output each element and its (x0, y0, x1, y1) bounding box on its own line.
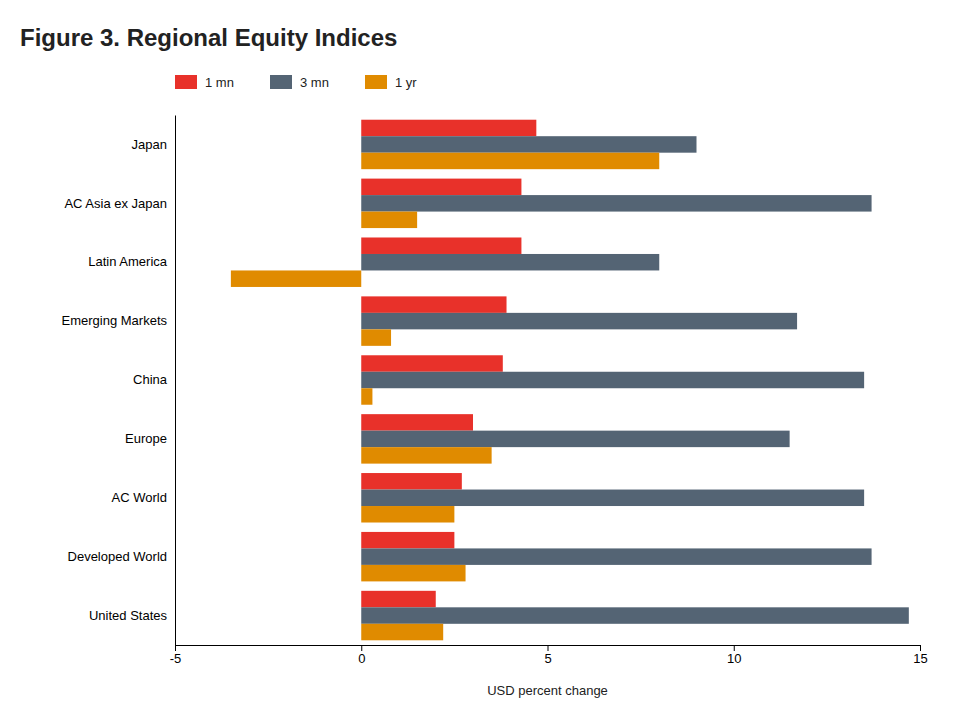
bar (361, 212, 417, 228)
legend-swatch (270, 75, 292, 89)
x-axis-line (176, 646, 921, 652)
bar (361, 179, 521, 195)
bar (361, 532, 454, 548)
bar (361, 372, 864, 388)
bar (361, 254, 659, 270)
y-tick: Europe (125, 431, 175, 446)
legend-label: 1 yr (395, 75, 417, 90)
bar (361, 388, 372, 404)
y-tick: Latin America (88, 254, 175, 269)
bar (361, 195, 871, 211)
series (231, 153, 659, 641)
y-tick-label: Europe (125, 431, 167, 446)
y-tick-label: AC World (112, 490, 167, 505)
legend-item: 1 mn (175, 75, 234, 90)
y-tick-label: AC Asia ex Japan (64, 195, 167, 210)
legend-label: 1 mn (205, 75, 234, 90)
bar (361, 120, 536, 136)
y-tick-label: Latin America (88, 254, 168, 269)
bar (231, 270, 361, 286)
plot: -5 0 5 10 15 USD percent change United States D… (62, 116, 928, 699)
y-tick: AC World (112, 490, 175, 505)
x-tick: 15 (913, 645, 927, 666)
bars (231, 120, 909, 641)
bar (361, 591, 436, 607)
y-tick: United States (89, 608, 175, 623)
title: Figure 3. Regional Equity Indices (20, 24, 397, 51)
x-tick: 10 (727, 645, 741, 666)
y-tick: China (133, 372, 175, 387)
y-tick-label: United States (89, 608, 168, 623)
bar (361, 296, 506, 312)
chart: Figure 3. Regional Equity Indices -5 0 5 10 1… (0, 0, 960, 720)
bar (361, 136, 696, 152)
x-tick-mark (920, 645, 921, 651)
x-axis: -5 0 5 10 15 (170, 645, 928, 666)
y-tick: Emerging Markets (62, 313, 175, 328)
chart-container: Figure 3. Regional Equity Indices -5 0 5 10 1… (0, 0, 960, 720)
bar (361, 548, 871, 564)
x-tick-label: 0 (358, 651, 365, 666)
x-tick-label: 15 (913, 651, 927, 666)
x-tick-mark (361, 645, 362, 651)
y-tick: Japan (132, 137, 175, 152)
legend: 1 mn 3 mn 1 yr (175, 75, 417, 90)
y-tick: AC Asia ex Japan (64, 195, 175, 210)
bar (361, 490, 864, 506)
x-tick-label: -5 (170, 651, 182, 666)
y-tick-label: Developed World (68, 549, 167, 564)
y-axis-line (175, 116, 176, 646)
legend-swatch (365, 75, 387, 89)
x-tick-label: 5 (544, 651, 551, 666)
x-tick-mark (175, 645, 176, 651)
y-tick-label: Emerging Markets (62, 313, 168, 328)
x-tick: 5 (544, 645, 551, 666)
legend-swatch (175, 75, 197, 89)
bar (361, 414, 473, 430)
x-tick: 0 (358, 645, 365, 666)
y-tick: Developed World (68, 549, 175, 564)
x-tick-label: 10 (727, 651, 741, 666)
bar (361, 624, 443, 640)
bar (361, 565, 465, 581)
bar (361, 237, 521, 253)
y-tick-label: Japan (132, 137, 167, 152)
bar (361, 473, 462, 489)
legend-item: 1 yr (365, 75, 417, 90)
series (361, 136, 909, 624)
y-axis: United States Developed World AC World Euro… (62, 116, 176, 646)
bar (361, 506, 454, 522)
legend-item: 3 mn (270, 75, 329, 90)
x-axis-title: USD percent change (487, 683, 608, 698)
bar (361, 607, 909, 623)
y-tick-label: China (133, 372, 168, 387)
series (361, 120, 536, 608)
bar (361, 313, 797, 329)
bar (361, 355, 503, 371)
bar (361, 329, 391, 345)
legend-label: 3 mn (300, 75, 329, 90)
bar (361, 431, 789, 447)
x-tick: -5 (170, 645, 182, 666)
bar (361, 447, 491, 463)
x-tick-mark (548, 645, 549, 651)
bar (361, 153, 659, 169)
x-tick-mark (734, 645, 735, 651)
